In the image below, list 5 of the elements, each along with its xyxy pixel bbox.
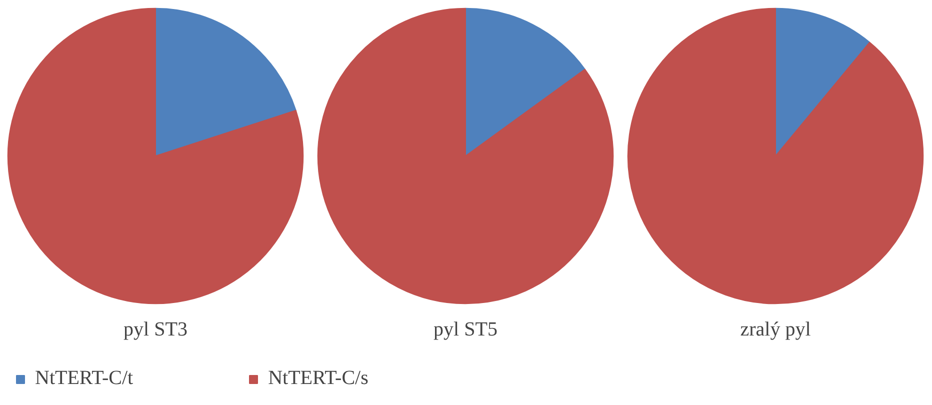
legend-label: NtTERT-C/t (35, 367, 134, 390)
slice-label: zralý pyl (740, 318, 812, 340)
slice-label: pyl ST3 (124, 318, 188, 340)
legend-label: NtTERT-C/s (268, 367, 368, 390)
slice-label: pyl ST5 (434, 318, 498, 340)
